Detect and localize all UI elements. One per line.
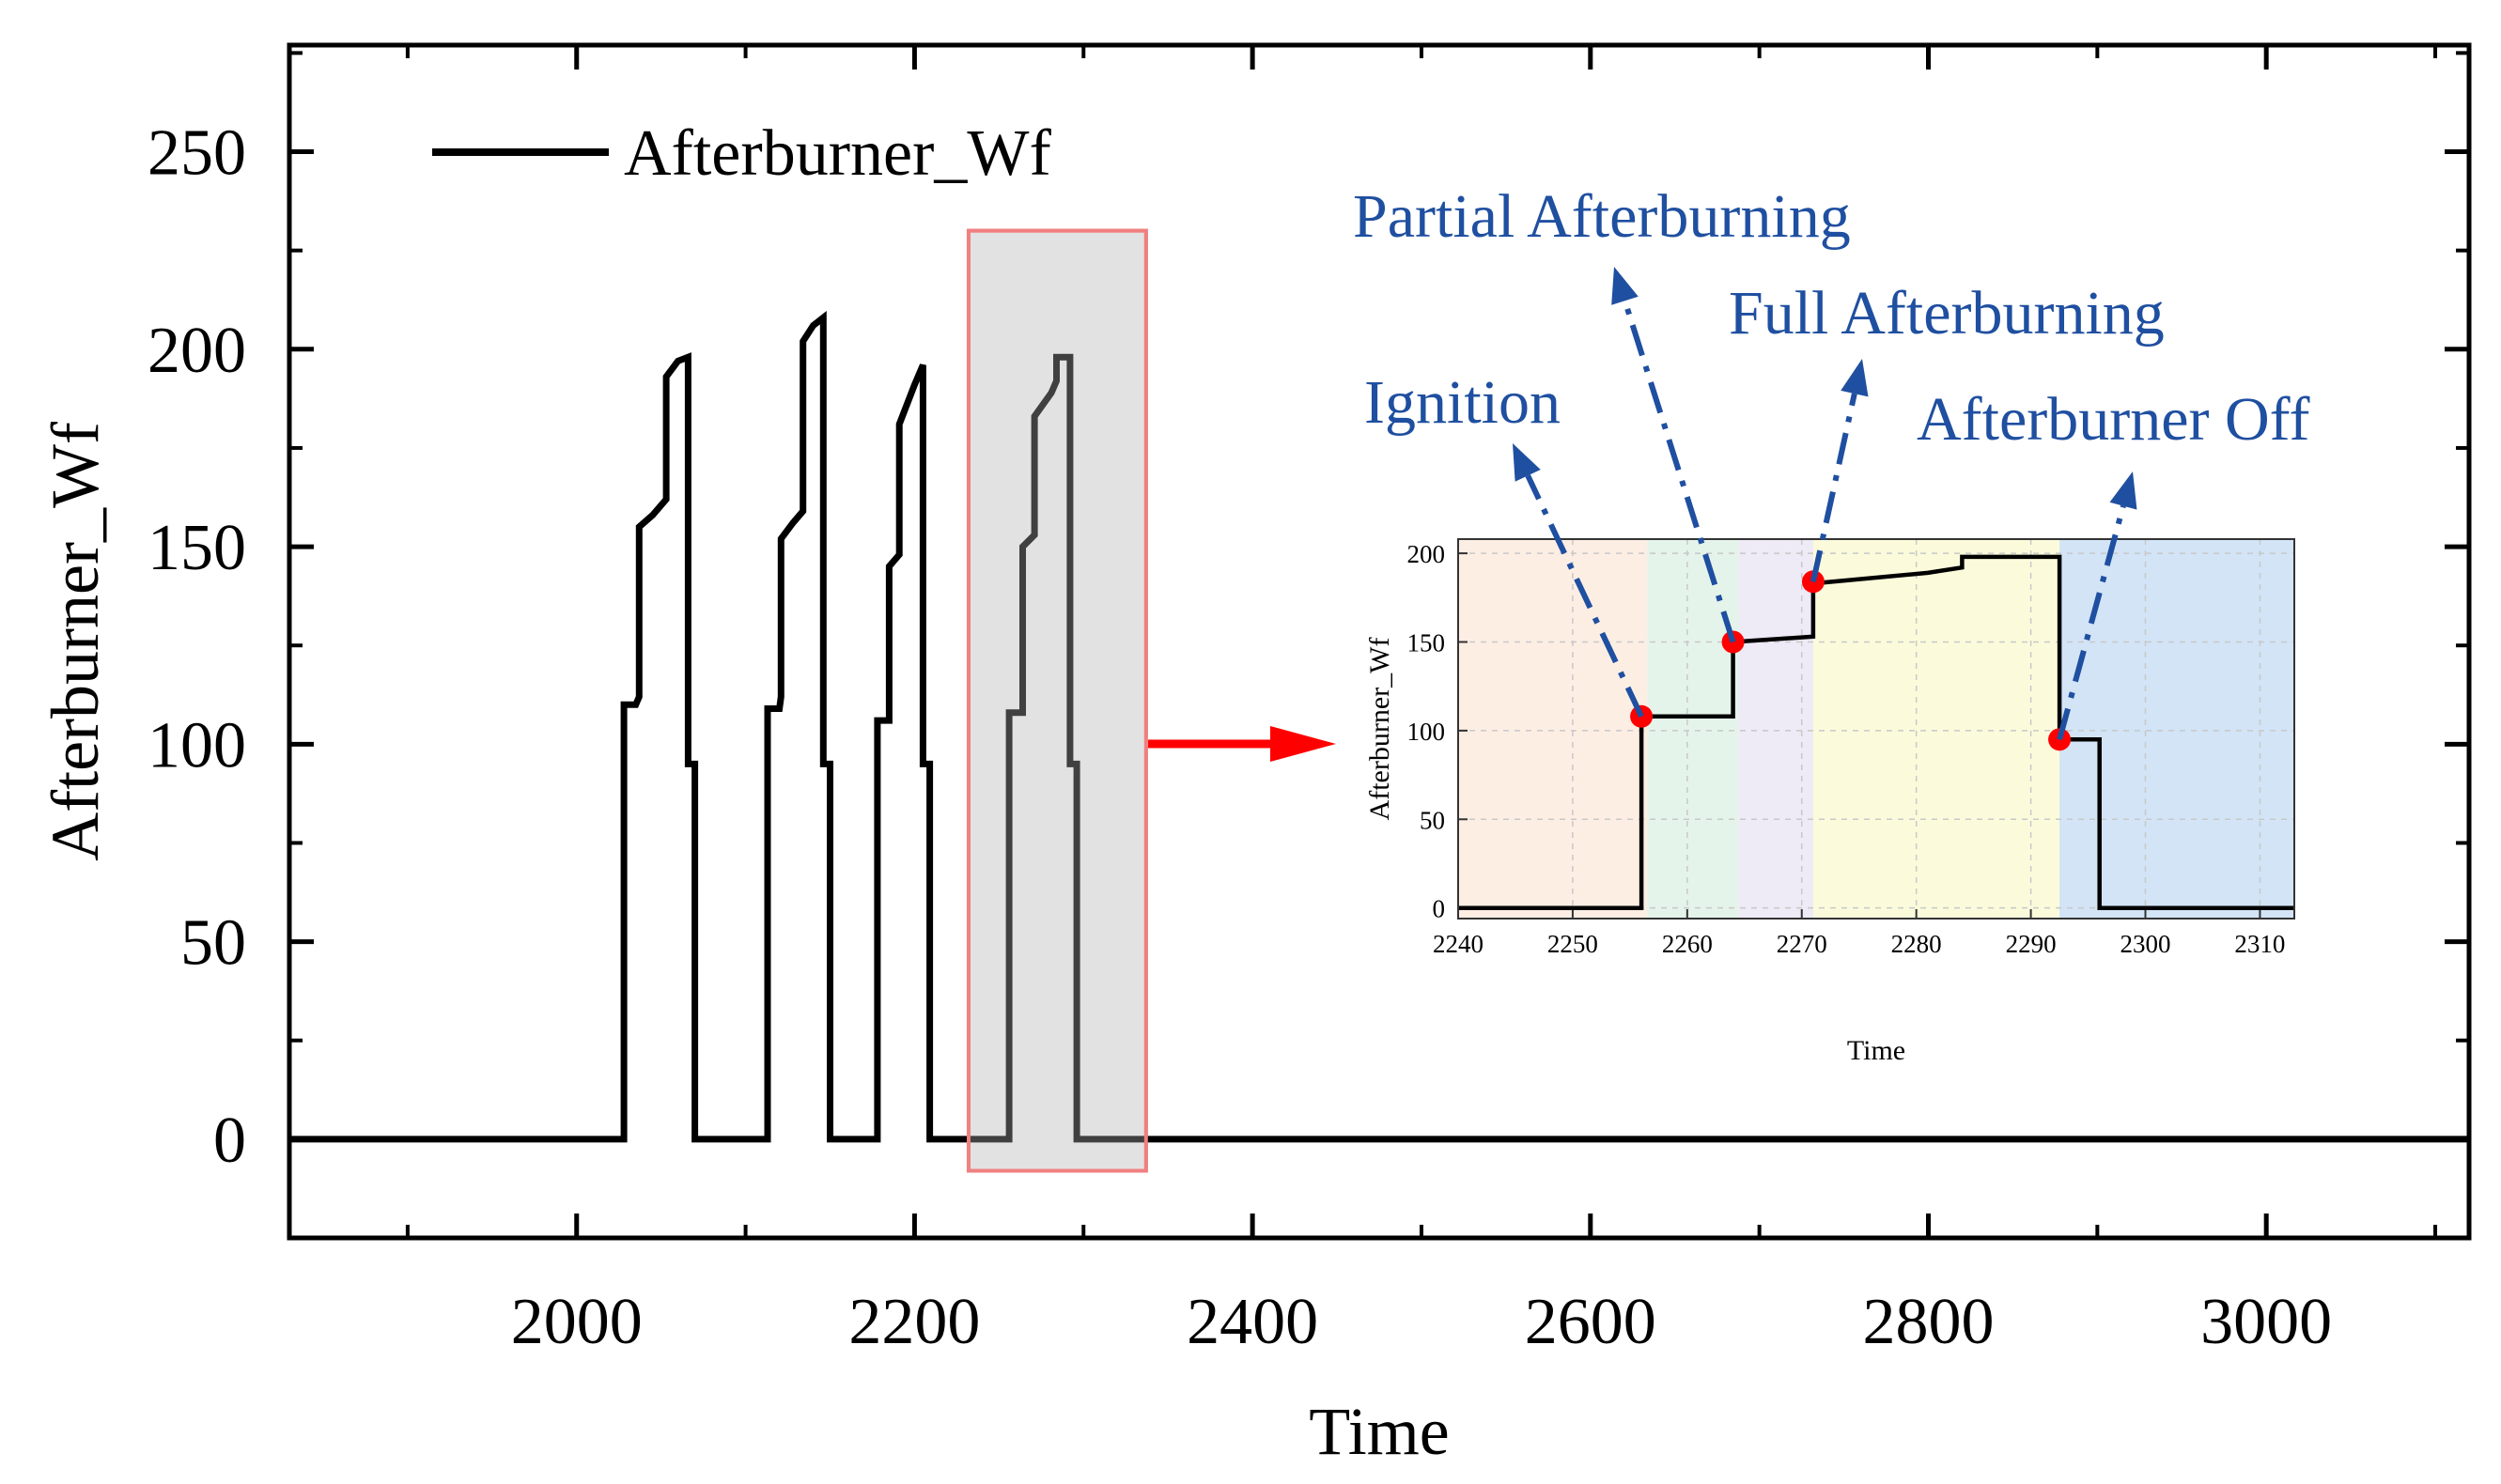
annotation-arrows bbox=[1513, 267, 2137, 741]
inset-y-tick-label: 50 bbox=[1420, 806, 1445, 834]
main-y-tick-label: 200 bbox=[148, 315, 246, 387]
main-x-tick-label: 2200 bbox=[848, 1286, 980, 1358]
phase-band bbox=[1458, 539, 1648, 919]
main-y-tick-label: 250 bbox=[148, 117, 246, 190]
inset-series-line bbox=[1458, 554, 2294, 910]
inset-y-axis: 0 50 100 150 200 bbox=[1407, 540, 1468, 923]
inset-x-tick-label: 2240 bbox=[1433, 930, 1484, 958]
main-y-tick-label: 150 bbox=[148, 512, 246, 584]
main-x-axis: 2000 2200 2400 2600 2800 3000 bbox=[405, 45, 2438, 1358]
main-y-tick-label: 50 bbox=[180, 907, 246, 980]
annotation-ignition: Ignition bbox=[1364, 368, 1561, 437]
main-y-axis-label: Afterburner_Wf bbox=[38, 422, 113, 861]
annotation-arrow-head bbox=[1611, 267, 1639, 305]
annotation-arrow-head bbox=[1513, 443, 1541, 482]
inset-x-tick-label: 2260 bbox=[1662, 930, 1713, 958]
annotation-partial-afterburning: Partial Afterburning bbox=[1353, 182, 1851, 251]
main-x-tick-label: 3000 bbox=[2200, 1286, 2332, 1358]
annotation-arrow-line bbox=[2057, 504, 2126, 741]
legend-label: Afterburner_Wf bbox=[624, 117, 1051, 190]
inset-x-tick-label: 2290 bbox=[2006, 930, 2057, 958]
inset-phase-bands bbox=[1458, 539, 2294, 919]
zoom-arrow bbox=[1148, 726, 1336, 762]
inset-y-tick-label: 0 bbox=[1433, 895, 1446, 923]
inset-x-tick-label: 2270 bbox=[1777, 930, 1827, 958]
main-chart: 2000 2200 2400 2600 2800 3000 050100150200250… bbox=[38, 42, 2472, 1469]
annotation-afterburner-off: Afterburner Off bbox=[1917, 385, 2309, 454]
inset-x-axis: 2240 2250 2260 2270 2280 2290 2300 2310 bbox=[1433, 909, 2285, 958]
inset-y-tick-label: 200 bbox=[1407, 540, 1446, 568]
phase-band bbox=[1812, 539, 2060, 919]
inset-plot-frame bbox=[1457, 538, 2295, 920]
zoom-highlight-overlay bbox=[966, 228, 1148, 1173]
main-x-axis-label: Time bbox=[1309, 1394, 1449, 1469]
inset-x-tick-label: 2280 bbox=[1891, 930, 1942, 958]
main-x-tick-label: 2800 bbox=[1862, 1286, 1994, 1358]
phase-band bbox=[1647, 539, 1739, 919]
inset-x-tick-label: 2300 bbox=[2120, 930, 2171, 958]
main-y-axis: 0 50 100 150 200 250 bbox=[148, 51, 2469, 1240]
annotation-arrow-head bbox=[2109, 471, 2137, 510]
inset-y-axis-label: Afterburner_Wf bbox=[1364, 638, 1395, 821]
inset-y-tick-label: 150 bbox=[1407, 628, 1446, 657]
annotation-arrow-head bbox=[1841, 359, 1869, 397]
phase-band bbox=[1738, 539, 1813, 919]
inset-x-tick-label: 2310 bbox=[2234, 930, 2285, 958]
zoom-highlight-region bbox=[966, 228, 1148, 1173]
inset-grid bbox=[1457, 539, 2294, 919]
main-y-tick-label: 0 bbox=[213, 1105, 246, 1177]
inset-x-axis-label: Time bbox=[1847, 1035, 1905, 1066]
main-x-tick-label: 2600 bbox=[1525, 1286, 1656, 1358]
main-x-tick-label: 2000 bbox=[511, 1286, 643, 1358]
inset-chart: 2240 2250 2260 2270 2280 2290 2300 2310 0 50 100 1… bbox=[1364, 538, 2295, 1066]
annotation-full-afterburning: Full Afterburning bbox=[1729, 279, 2165, 348]
legend: Afterburner_Wf bbox=[432, 117, 1051, 190]
main-x-tick-label: 2400 bbox=[1187, 1286, 1318, 1358]
inset-y-tick-label: 100 bbox=[1407, 718, 1446, 746]
main-y-tick-label: 100 bbox=[148, 709, 246, 781]
main-plot-frame bbox=[287, 42, 2472, 1241]
inset-x-tick-label: 2250 bbox=[1547, 930, 1598, 958]
annotations: Ignition Partial Afterburning Full After… bbox=[1353, 182, 2309, 741]
annotation-arrow-line bbox=[1525, 474, 1644, 719]
phase-band bbox=[2059, 539, 2294, 919]
main-series-line bbox=[289, 311, 2469, 1143]
